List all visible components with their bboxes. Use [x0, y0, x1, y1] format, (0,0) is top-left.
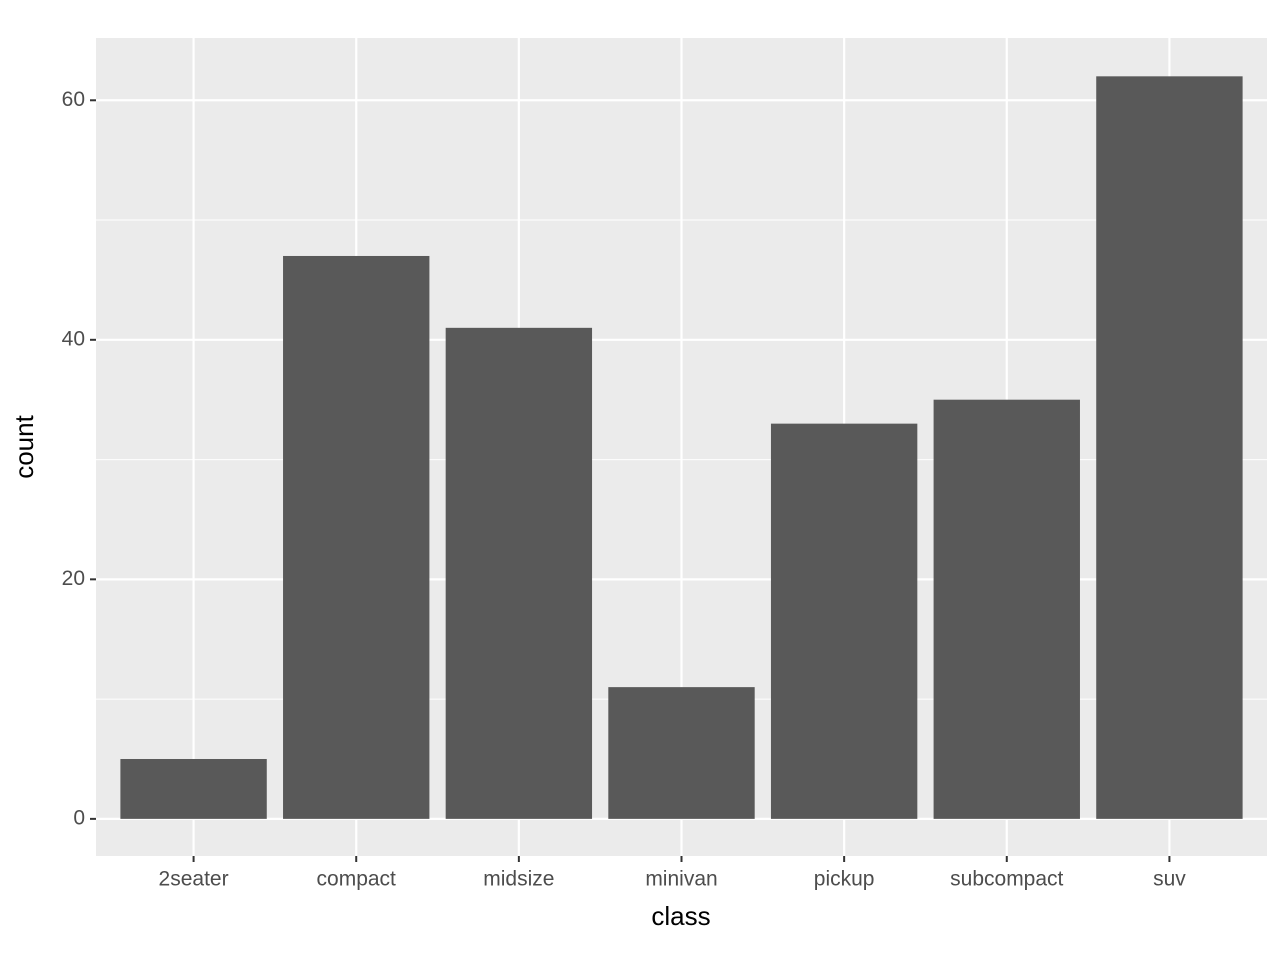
x-tick-label: midsize — [483, 868, 554, 891]
y-tick-label: 40 — [62, 327, 85, 350]
x-tick-label: compact — [317, 868, 397, 891]
x-tick-label: 2seater — [159, 868, 229, 891]
y-tick-label: 60 — [62, 88, 85, 111]
bar — [933, 399, 1080, 819]
bars — [120, 76, 1243, 819]
y-tick-label: 0 — [73, 806, 85, 829]
x-tick-label: subcompact — [950, 868, 1063, 891]
x-axis-title: class — [651, 901, 710, 931]
x-tick-label: pickup — [814, 868, 875, 891]
y-tick-label: 20 — [62, 567, 85, 590]
bar — [445, 327, 593, 819]
bar — [120, 758, 267, 819]
x-tick-label: minivan — [645, 868, 717, 891]
bar — [770, 423, 918, 819]
bar — [608, 687, 755, 819]
y-axis-title: count — [9, 414, 39, 478]
bar — [1096, 76, 1243, 819]
bar — [283, 255, 430, 819]
x-tick-label: suv — [1153, 868, 1186, 891]
